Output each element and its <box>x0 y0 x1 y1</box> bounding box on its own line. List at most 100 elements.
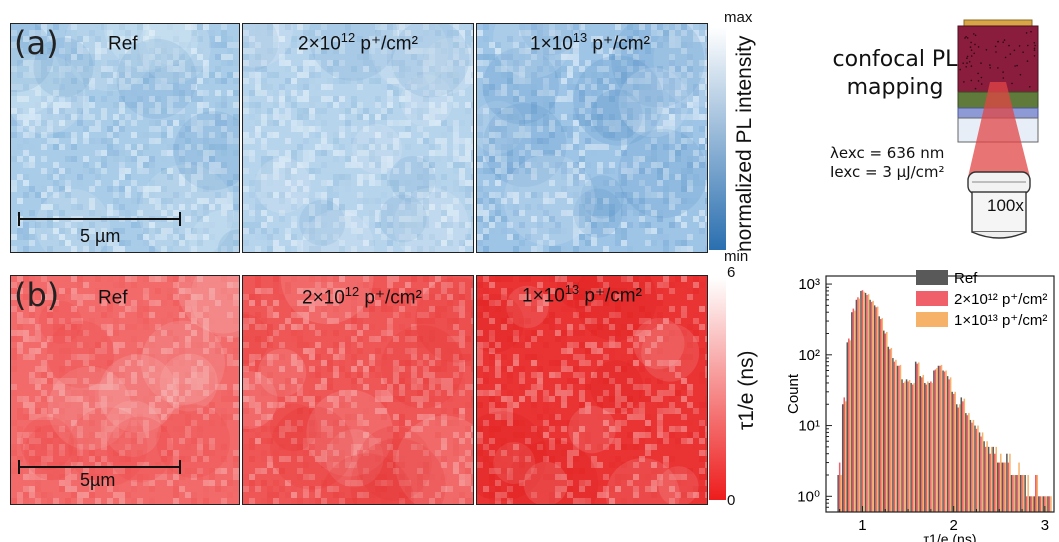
histogram-bar <box>913 382 915 512</box>
colorbar-a <box>709 27 726 250</box>
panel-b-title-ref: Ref <box>98 287 128 309</box>
histogram-bar <box>933 370 935 512</box>
histogram-bar <box>963 398 966 512</box>
legend-label: 1×10¹³ p⁺/cm² <box>954 312 1047 329</box>
histogram-bar <box>881 318 883 512</box>
histogram-bar <box>977 425 979 512</box>
device-schematic <box>957 19 1039 239</box>
histogram-bar <box>951 391 953 512</box>
histogram-bar <box>922 374 925 512</box>
y-axis-label: Count <box>785 373 802 414</box>
histogram-bar <box>1025 496 1028 512</box>
scale-bar-b-label: 5µm <box>80 470 116 490</box>
histogram-bar <box>852 308 855 512</box>
x-tick-label: 1 <box>858 517 866 534</box>
histogram-bar <box>1041 496 1043 512</box>
histogram-bar <box>925 384 928 512</box>
histogram-bar <box>869 299 871 512</box>
excitation-intensity: Iexc = 3 µJ/cm² <box>830 163 945 181</box>
histogram-bar <box>849 340 852 512</box>
histogram-bar <box>902 382 905 512</box>
histogram-bar <box>899 364 902 512</box>
histogram-bar <box>883 330 885 512</box>
map-b-1e13 <box>476 275 708 505</box>
histogram-bar <box>907 381 909 512</box>
histogram-bar <box>978 432 981 512</box>
histogram-bar <box>864 292 867 512</box>
histogram-bar <box>837 475 839 512</box>
y-tick-label: 10⁰ <box>797 488 820 505</box>
histogram-bar <box>1013 475 1016 512</box>
panel-b-title-2e12: 2×1012 p⁺/cm² <box>302 284 422 309</box>
legend-swatch <box>916 291 948 306</box>
histogram-bar <box>870 301 873 512</box>
histogram-bar <box>1000 453 1002 512</box>
histogram-bar <box>851 312 853 512</box>
histogram-bar <box>1038 496 1040 512</box>
histogram-bar <box>983 441 985 512</box>
histogram-bar <box>1048 496 1051 512</box>
histogram-bar <box>904 381 906 512</box>
histogram-bar <box>965 413 967 512</box>
histogram-bar <box>1015 475 1017 512</box>
top-contact <box>963 19 1033 27</box>
scale-bar-b-tick-right <box>179 460 181 474</box>
scale-bar-a <box>18 218 181 220</box>
legend-label: Ref <box>954 270 978 287</box>
histogram-bar <box>997 462 999 512</box>
histogram-bar <box>858 298 861 512</box>
histogram-bar <box>1021 475 1023 512</box>
x-axis-label: τ1/e (ns) <box>924 531 977 542</box>
histogram-bar <box>1028 496 1031 512</box>
histogram-bar <box>854 310 856 512</box>
laser-beam <box>968 82 1030 177</box>
histogram-bar <box>876 306 879 512</box>
histogram-bar <box>940 364 943 512</box>
histogram-bar <box>931 382 934 512</box>
histogram-bar <box>969 419 972 512</box>
histogram-bar <box>998 462 1001 512</box>
colorbar-b-max: 6 <box>727 264 736 281</box>
histogram-bar <box>972 419 975 512</box>
x-tick-label: 2 <box>950 517 958 534</box>
histogram-bar <box>974 425 976 512</box>
lifetime-histogram: 10⁰ 10¹ 10² 10³ 1 2 3 τ1/e (ns) Count Ref 2×10¹² p… <box>785 270 1055 542</box>
histogram-bar <box>948 379 950 512</box>
histogram-bar <box>840 475 842 512</box>
schematic-title-line2: mapping <box>846 75 944 100</box>
histogram-bar <box>954 391 956 512</box>
histogram-bar <box>857 297 859 512</box>
histogram-bar <box>984 446 987 512</box>
histogram-bar <box>1042 496 1045 512</box>
schematic-title-line1: confocal PL <box>832 47 958 72</box>
histogram-bar <box>945 370 947 512</box>
histogram-bar <box>895 359 897 512</box>
colorbar-a-max: max <box>724 9 753 26</box>
objective-lens-icon <box>967 171 1031 239</box>
histogram-bar <box>898 365 900 512</box>
histogram-bar <box>919 376 921 512</box>
scale-bar-a-tick-right <box>179 212 181 226</box>
histogram-bar <box>879 319 882 512</box>
histogram-bar <box>939 365 941 512</box>
histogram-bar <box>1018 462 1020 512</box>
scale-bar-b <box>18 466 181 468</box>
y-tick-label: 10³ <box>798 276 820 293</box>
histogram-bar <box>1047 496 1049 512</box>
histogram-bar <box>845 401 847 512</box>
legend-swatch <box>916 312 948 327</box>
colorbar-b <box>709 278 726 500</box>
histogram-bar <box>989 453 991 512</box>
histogram-bar <box>1030 496 1032 512</box>
histogram-bar <box>886 332 888 512</box>
histogram-bar <box>968 413 970 512</box>
histogram-bar <box>1024 475 1026 512</box>
colorbar-a-min: min <box>724 248 749 265</box>
scale-bar-b-tick-left <box>18 460 20 474</box>
histogram-bar <box>911 384 914 512</box>
histogram-bar <box>1036 475 1039 512</box>
histogram-bar <box>1050 496 1052 512</box>
histogram-bar <box>855 299 858 512</box>
histogram-bar <box>959 404 961 512</box>
histogram-bar <box>1010 475 1013 512</box>
